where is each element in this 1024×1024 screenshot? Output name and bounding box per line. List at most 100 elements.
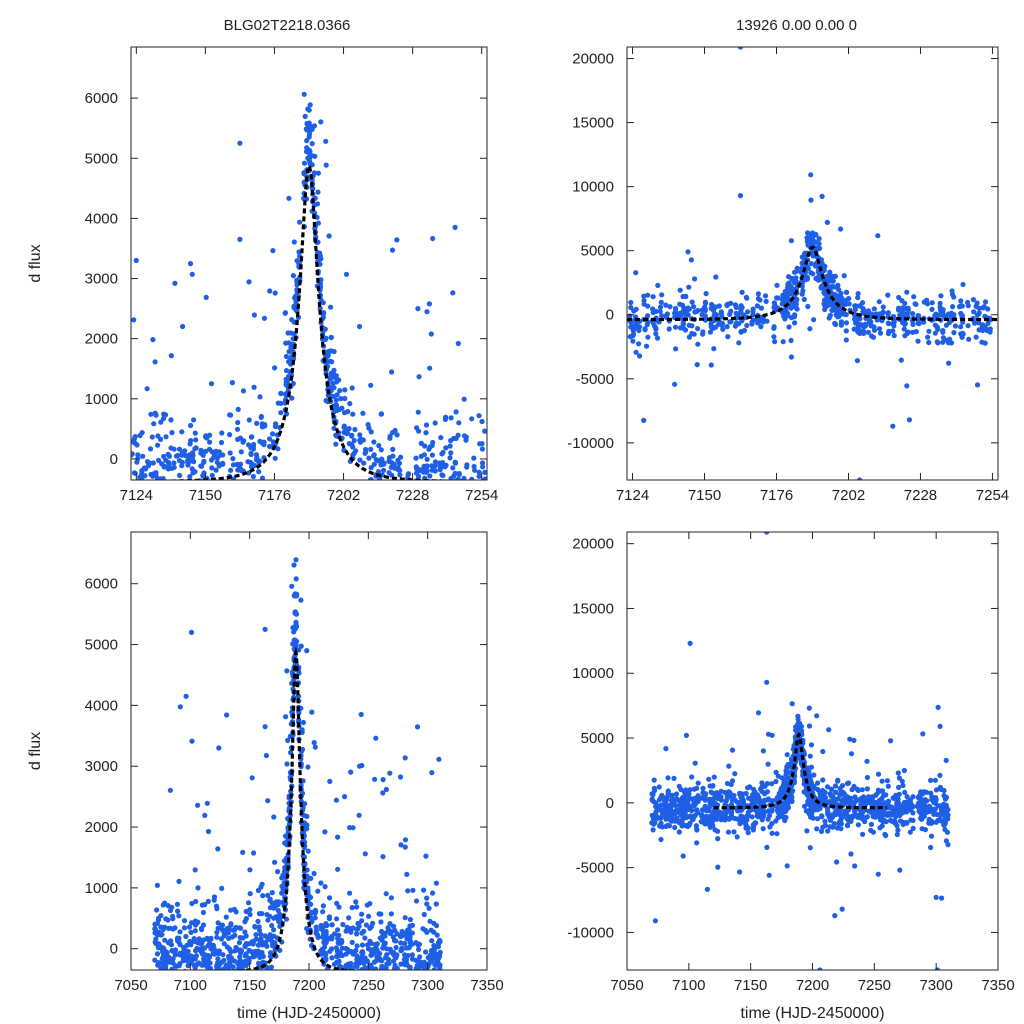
data-point bbox=[371, 461, 377, 467]
data-point bbox=[875, 871, 881, 877]
data-point bbox=[438, 486, 443, 491]
data-point bbox=[249, 434, 255, 440]
data-point bbox=[924, 798, 930, 804]
y-tick-label: -10000 bbox=[567, 435, 614, 452]
data-point bbox=[368, 446, 374, 452]
data-point bbox=[691, 331, 697, 337]
data-point bbox=[328, 334, 334, 341]
data-point bbox=[304, 648, 310, 654]
data-point bbox=[423, 422, 430, 428]
data-point bbox=[913, 329, 919, 335]
data-point bbox=[383, 786, 389, 793]
data-point bbox=[261, 315, 268, 321]
data-point bbox=[383, 891, 389, 897]
data-point bbox=[252, 463, 258, 469]
data-point bbox=[177, 704, 183, 710]
data-point bbox=[192, 469, 198, 475]
data-point bbox=[448, 450, 454, 456]
observations-series bbox=[131, 91, 487, 500]
data-point bbox=[731, 792, 737, 799]
data-point bbox=[339, 939, 345, 945]
data-point bbox=[304, 826, 310, 832]
data-point bbox=[248, 451, 254, 458]
data-point bbox=[738, 303, 744, 309]
data-point bbox=[304, 867, 310, 873]
x-tick-label: 7228 bbox=[396, 487, 429, 504]
data-point bbox=[886, 321, 892, 327]
data-point bbox=[835, 282, 841, 288]
data-point bbox=[304, 822, 310, 828]
data-point bbox=[904, 794, 910, 800]
data-point bbox=[928, 833, 935, 839]
data-point bbox=[283, 353, 289, 360]
data-point bbox=[891, 319, 897, 325]
data-point bbox=[278, 400, 284, 406]
data-point bbox=[404, 972, 409, 977]
data-point bbox=[686, 791, 692, 797]
data-point bbox=[910, 321, 916, 327]
data-point bbox=[820, 748, 826, 755]
data-point bbox=[241, 438, 247, 444]
data-point bbox=[315, 220, 321, 226]
data-point bbox=[249, 775, 255, 781]
data-point bbox=[331, 367, 337, 373]
data-point bbox=[672, 824, 678, 831]
data-point bbox=[378, 911, 384, 917]
data-point bbox=[728, 300, 734, 306]
data-point bbox=[393, 938, 399, 944]
data-point bbox=[443, 487, 448, 492]
data-point bbox=[718, 794, 724, 800]
data-point bbox=[232, 971, 237, 976]
data-point bbox=[399, 945, 405, 951]
data-point bbox=[384, 952, 390, 958]
y-tick-label: 0 bbox=[110, 941, 118, 958]
data-point bbox=[695, 326, 701, 332]
data-point bbox=[364, 970, 369, 975]
data-point bbox=[822, 263, 828, 269]
data-point bbox=[402, 982, 407, 987]
data-point bbox=[297, 260, 303, 266]
data-point bbox=[199, 971, 204, 976]
model-curve bbox=[713, 732, 887, 810]
data-point bbox=[904, 809, 910, 815]
data-point bbox=[897, 867, 903, 873]
data-point bbox=[910, 825, 916, 832]
data-point bbox=[832, 913, 838, 919]
data-point bbox=[311, 123, 318, 129]
data-point bbox=[175, 452, 181, 459]
data-point bbox=[793, 286, 800, 292]
data-point bbox=[284, 411, 290, 417]
data-point bbox=[885, 292, 891, 298]
data-point bbox=[417, 954, 423, 960]
data-point bbox=[294, 591, 300, 597]
data-point bbox=[659, 292, 665, 298]
data-point bbox=[260, 893, 266, 899]
data-point bbox=[329, 955, 335, 961]
data-point bbox=[855, 787, 861, 794]
data-point bbox=[362, 851, 368, 857]
data-point bbox=[398, 454, 404, 460]
data-point bbox=[667, 304, 673, 310]
data-point bbox=[240, 388, 247, 394]
data-point bbox=[928, 844, 934, 851]
x-tick-label: 7250 bbox=[858, 977, 891, 994]
data-point bbox=[388, 495, 393, 500]
data-point bbox=[694, 840, 700, 846]
data-point bbox=[396, 460, 402, 466]
data-point bbox=[165, 917, 171, 923]
data-point bbox=[263, 939, 269, 946]
data-point bbox=[142, 473, 148, 479]
data-point bbox=[324, 935, 330, 941]
data-point bbox=[227, 432, 233, 438]
data-point bbox=[907, 829, 913, 835]
data-point bbox=[432, 459, 438, 465]
data-point bbox=[348, 929, 354, 935]
data-point bbox=[311, 170, 317, 176]
data-point bbox=[212, 987, 217, 992]
data-point bbox=[354, 964, 360, 970]
data-point bbox=[235, 406, 241, 412]
data-point bbox=[377, 950, 383, 957]
data-point bbox=[201, 481, 206, 486]
y-tick-label: 4000 bbox=[85, 210, 118, 227]
data-point bbox=[413, 455, 419, 461]
